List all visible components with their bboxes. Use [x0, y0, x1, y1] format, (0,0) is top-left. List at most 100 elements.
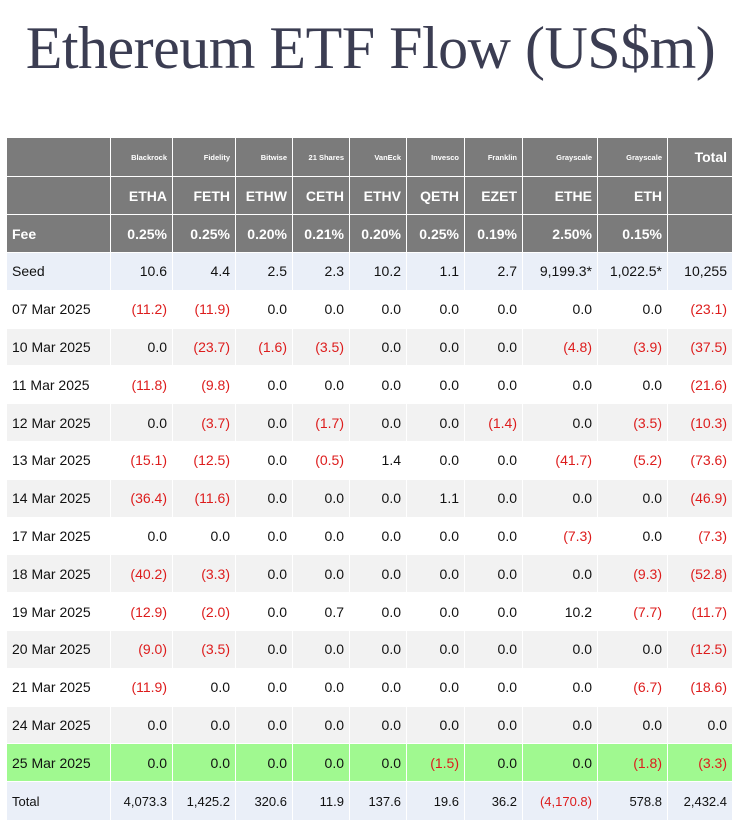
flow-cell: 0.0 — [349, 705, 407, 745]
flow-cell: 1,425.2 — [172, 781, 236, 822]
flow-cell: 0.0 — [522, 705, 598, 745]
ticker-header-row: ETHA FETH ETHW CETH ETHV QETH EZET ETHE … — [6, 176, 733, 215]
flow-cell: 0.0 — [464, 629, 523, 669]
row-label: 11 Mar 2025 — [6, 365, 111, 405]
flow-cell: 0.0 — [406, 629, 465, 669]
flow-cell: 0.0 — [349, 554, 407, 594]
corner-cell — [6, 176, 111, 215]
ticker-header: CETH — [292, 176, 350, 215]
flow-cell: 0.0 — [597, 629, 668, 669]
flow-cell: 1.4 — [349, 440, 407, 480]
flow-cell: 0.0 — [406, 592, 465, 631]
ticker-header: ETHV — [349, 176, 407, 215]
flow-cell: 0.0 — [349, 403, 407, 442]
flow-cell: 10.2 — [349, 252, 407, 291]
flow-cell: 0.0 — [522, 629, 598, 669]
flow-cell: 0.0 — [522, 289, 598, 329]
flow-row: 20 Mar 2025 (9.0) (3.5) 0.0 0.0 0.0 0.0 0.0 0.0 0… — [6, 629, 733, 669]
row-total-cell: (7.3) — [667, 516, 733, 556]
flow-cell: 0.0 — [110, 403, 173, 442]
flow-cell: 0.0 — [464, 516, 523, 556]
flow-cell: 0.0 — [110, 743, 173, 783]
flow-cell: 0.0 — [235, 667, 293, 707]
flow-cell: 0.0 — [406, 327, 465, 367]
flow-row: 10 Mar 2025 0.0 (23.7) (1.6) (3.5) 0.0 0.0 0.0(… — [6, 327, 733, 367]
flow-cell: 0.0 — [597, 365, 668, 405]
row-total-cell: (37.5) — [667, 327, 733, 367]
fee-header: 0.20% — [349, 214, 407, 253]
flow-cell: 0.0 — [522, 554, 598, 594]
flow-cell: 0.0 — [235, 743, 293, 783]
flow-cell: (1.4) — [464, 403, 523, 442]
flow-cell: 1.1 — [406, 478, 465, 518]
flow-cell: (2.0) — [172, 592, 236, 631]
flow-cell: (11.8) — [110, 365, 173, 405]
flow-cell: 0.0 — [349, 516, 407, 556]
row-total-cell: (3.3) — [667, 743, 733, 783]
row-total-cell: (23.1) — [667, 289, 733, 329]
row-total-cell: 0.0 — [667, 705, 733, 745]
flow-cell: 0.0 — [406, 554, 465, 594]
flow-cell: (6.7) — [597, 667, 668, 707]
flow-cell: (3.5) — [292, 327, 350, 367]
flow-cell: (11.2) — [110, 289, 173, 329]
row-label: 25 Mar 2025 — [6, 743, 111, 783]
flow-cell: 10.6 — [110, 252, 173, 291]
fee-label: Fee — [6, 214, 111, 253]
row-total-cell: (12.5) — [667, 629, 733, 669]
row-label: Seed — [6, 252, 111, 291]
fee-header: 0.15% — [597, 214, 668, 253]
flow-row: 14 Mar 2025 (36.4) (11.6) 0.0 0.0 0.0 1.1 0.0 0.… — [6, 478, 733, 518]
flow-cell: 0.0 — [235, 516, 293, 556]
total-row: Total 4,073.3 1,425.2 320.6 11.9 137.6 19.6 36.… — [6, 781, 733, 822]
issuer-header: VanEck — [349, 137, 407, 177]
flow-cell: 0.0 — [292, 705, 350, 745]
row-total-cell: 10,255 — [667, 252, 733, 291]
flow-row: 13 Mar 2025 (15.1) (12.5) 0.0 (0.5) 1.4 0.0 0.0… — [6, 440, 733, 480]
ticker-header: FETH — [172, 176, 236, 215]
flow-cell: 0.0 — [235, 629, 293, 669]
flow-cell: (1.8) — [597, 743, 668, 783]
row-label: 20 Mar 2025 — [6, 629, 111, 669]
fee-header: 0.20% — [235, 214, 293, 253]
flow-cell: 0.0 — [406, 289, 465, 329]
corner-cell — [667, 214, 733, 253]
flow-cell: (40.2) — [110, 554, 173, 594]
flow-cell: 0.0 — [172, 705, 236, 745]
issuer-header: 21 Shares — [292, 137, 350, 177]
flow-cell: 0.0 — [349, 629, 407, 669]
flow-cell: (7.3) — [522, 516, 598, 556]
fee-header: 0.19% — [464, 214, 523, 253]
flow-cell: 0.0 — [110, 327, 173, 367]
row-total-cell: (11.7) — [667, 592, 733, 631]
flow-cell: (11.9) — [110, 667, 173, 707]
flow-cell: 137.6 — [349, 781, 407, 822]
row-total-cell: (10.3) — [667, 403, 733, 442]
flow-cell: 0.0 — [349, 478, 407, 518]
row-label: 13 Mar 2025 — [6, 440, 111, 480]
fee-header: 0.25% — [172, 214, 236, 253]
flow-cell: 0.0 — [522, 403, 598, 442]
row-total-cell: (73.6) — [667, 440, 733, 480]
flow-row: 21 Mar 2025 (11.9) 0.0 0.0 0.0 0.0 0.0 0.0 0.0 (6… — [6, 667, 733, 707]
flow-cell: (9.3) — [597, 554, 668, 594]
flow-cell: 0.0 — [292, 365, 350, 405]
flow-cell: (1.5) — [406, 743, 465, 783]
flow-cell: 0.0 — [172, 516, 236, 556]
flow-row: 25 Mar 2025 0.0 0.0 0.0 0.0 0.0 (1.5) 0.0 0.0 (1.… — [6, 743, 733, 783]
flow-cell: 0.0 — [292, 743, 350, 783]
flow-cell: 0.0 — [235, 592, 293, 631]
flow-cell: 36.2 — [464, 781, 523, 822]
row-total-cell: (21.6) — [667, 365, 733, 405]
row-label: 12 Mar 2025 — [6, 403, 111, 442]
flow-cell: 0.0 — [522, 478, 598, 518]
flow-cell: 0.0 — [522, 667, 598, 707]
issuer-header: Bitwise — [235, 137, 293, 177]
flow-cell: 0.0 — [349, 289, 407, 329]
flow-cell: 11.9 — [292, 781, 350, 822]
ticker-header: ETH — [597, 176, 668, 215]
flow-cell: (7.7) — [597, 592, 668, 631]
flow-cell: (3.5) — [172, 629, 236, 669]
ticker-header: QETH — [406, 176, 465, 215]
row-label: 17 Mar 2025 — [6, 516, 111, 556]
